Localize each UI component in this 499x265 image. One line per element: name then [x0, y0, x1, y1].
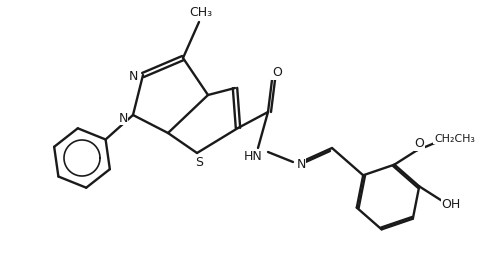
Text: O: O — [415, 137, 424, 150]
Text: N: N — [296, 157, 306, 170]
Text: N: N — [128, 69, 138, 82]
Text: HN: HN — [244, 149, 262, 162]
Text: OH: OH — [442, 198, 461, 211]
Text: N: N — [118, 112, 128, 125]
Text: S: S — [195, 157, 203, 170]
Text: CH₃: CH₃ — [190, 7, 213, 20]
Text: O: O — [272, 67, 282, 80]
Text: CH₂CH₃: CH₂CH₃ — [434, 134, 475, 144]
